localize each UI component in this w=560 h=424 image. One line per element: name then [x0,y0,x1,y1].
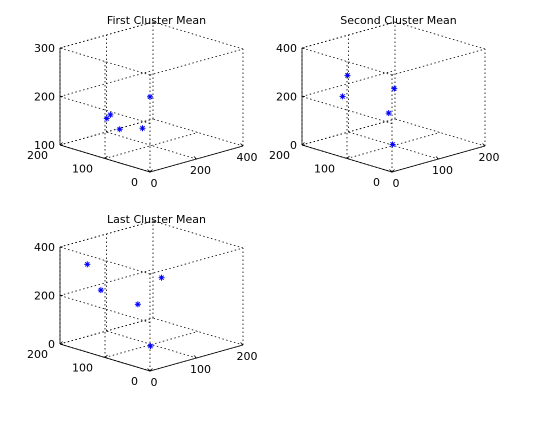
grid-line [301,47,393,76]
data-point [158,274,165,281]
grid-line [59,118,154,146]
grid-line [59,269,154,296]
data-point [389,141,396,148]
y-tick-label: 100 [314,163,335,176]
grid-line [104,132,199,159]
x-tick-label: 0 [393,177,400,190]
marker-stroke [104,116,110,121]
data-point [97,287,104,294]
y-tick [301,142,305,146]
data-point [147,343,154,350]
data-point [134,301,141,308]
box-edge [59,21,154,49]
z-tick-label: 300 [34,42,55,55]
x-tick-label: 0 [151,376,158,389]
grid-line [59,47,151,76]
chart-title: Last Cluster Mean [107,213,206,226]
y-tick-label: 0 [131,176,138,189]
data-point [84,261,91,268]
data-point [103,115,110,122]
x-tick [389,169,393,173]
z-tick-label: 400 [276,42,297,55]
x-tick [147,368,151,372]
x-tick-label: 0 [151,177,158,190]
box-edge [391,48,486,76]
y-tick-label: 0 [373,176,380,189]
y-tick [104,155,108,159]
y-tick-label: 200 [269,149,290,162]
data-point [344,72,351,79]
y-tick [149,169,153,173]
x-tick-label: 100 [432,164,453,177]
marker-stroke [84,261,90,267]
marker-stroke [98,287,104,293]
box-edge [59,220,154,248]
marker-stroke [135,301,141,307]
marker-stroke [386,110,392,116]
y-tick-label: 100 [72,163,93,176]
y-tick-label: 200 [27,149,48,162]
data-point [339,93,346,100]
marker-stroke [147,94,153,100]
grid-line [59,70,154,97]
marker-stroke [147,343,153,349]
marker-stroke [117,126,123,132]
data-point [147,93,153,100]
box-edge [149,247,244,275]
marker-stroke [107,112,113,118]
marker-stroke [159,275,165,281]
y-tick [391,169,395,173]
x-tick-label: 200 [479,151,500,164]
marker-stroke [391,86,397,92]
x-tick-label: 400 [237,151,258,164]
z-tick-label: 400 [34,241,55,254]
y-tick-label: 100 [72,362,93,375]
z-tick-label: 100 [34,139,55,152]
marker-stroke [340,93,346,99]
y-tick-label: 200 [27,348,48,361]
z-tick-label: 200 [34,290,55,303]
data-point [391,85,398,92]
marker-stroke [140,125,145,131]
z-tick-label: 0 [290,139,297,152]
y-tick [346,155,350,159]
z-tick-label: 200 [34,91,55,104]
x-tick [240,342,244,346]
x-tick [147,169,151,173]
x-tick [193,156,197,160]
x-tick-label: 100 [190,363,211,376]
data-point [107,111,114,118]
y-tick [59,142,63,146]
box-edge [301,21,396,49]
x-tick [482,143,486,147]
chart-title: First Cluster Mean [107,14,206,27]
grid-line [59,317,154,345]
y-tick [59,341,63,345]
x-tick [193,355,197,359]
x-tick [240,143,244,147]
z-tick-label: 0 [48,338,55,351]
data-point [139,125,146,132]
x-tick-label: 200 [237,350,258,363]
grid-line [301,118,396,146]
y-tick [149,368,153,372]
z-tick-label: 200 [276,91,297,104]
y-tick [104,354,108,358]
marker-stroke [390,141,396,147]
marker-stroke [344,72,350,78]
data-point [385,110,392,117]
box-edge [149,48,244,76]
chart-title: Second Cluster Mean [340,14,457,27]
x-tick-label: 200 [190,164,211,177]
x-tick [435,156,439,160]
data-point [116,126,123,133]
grid-line [301,70,396,97]
y-tick-label: 0 [131,375,138,388]
